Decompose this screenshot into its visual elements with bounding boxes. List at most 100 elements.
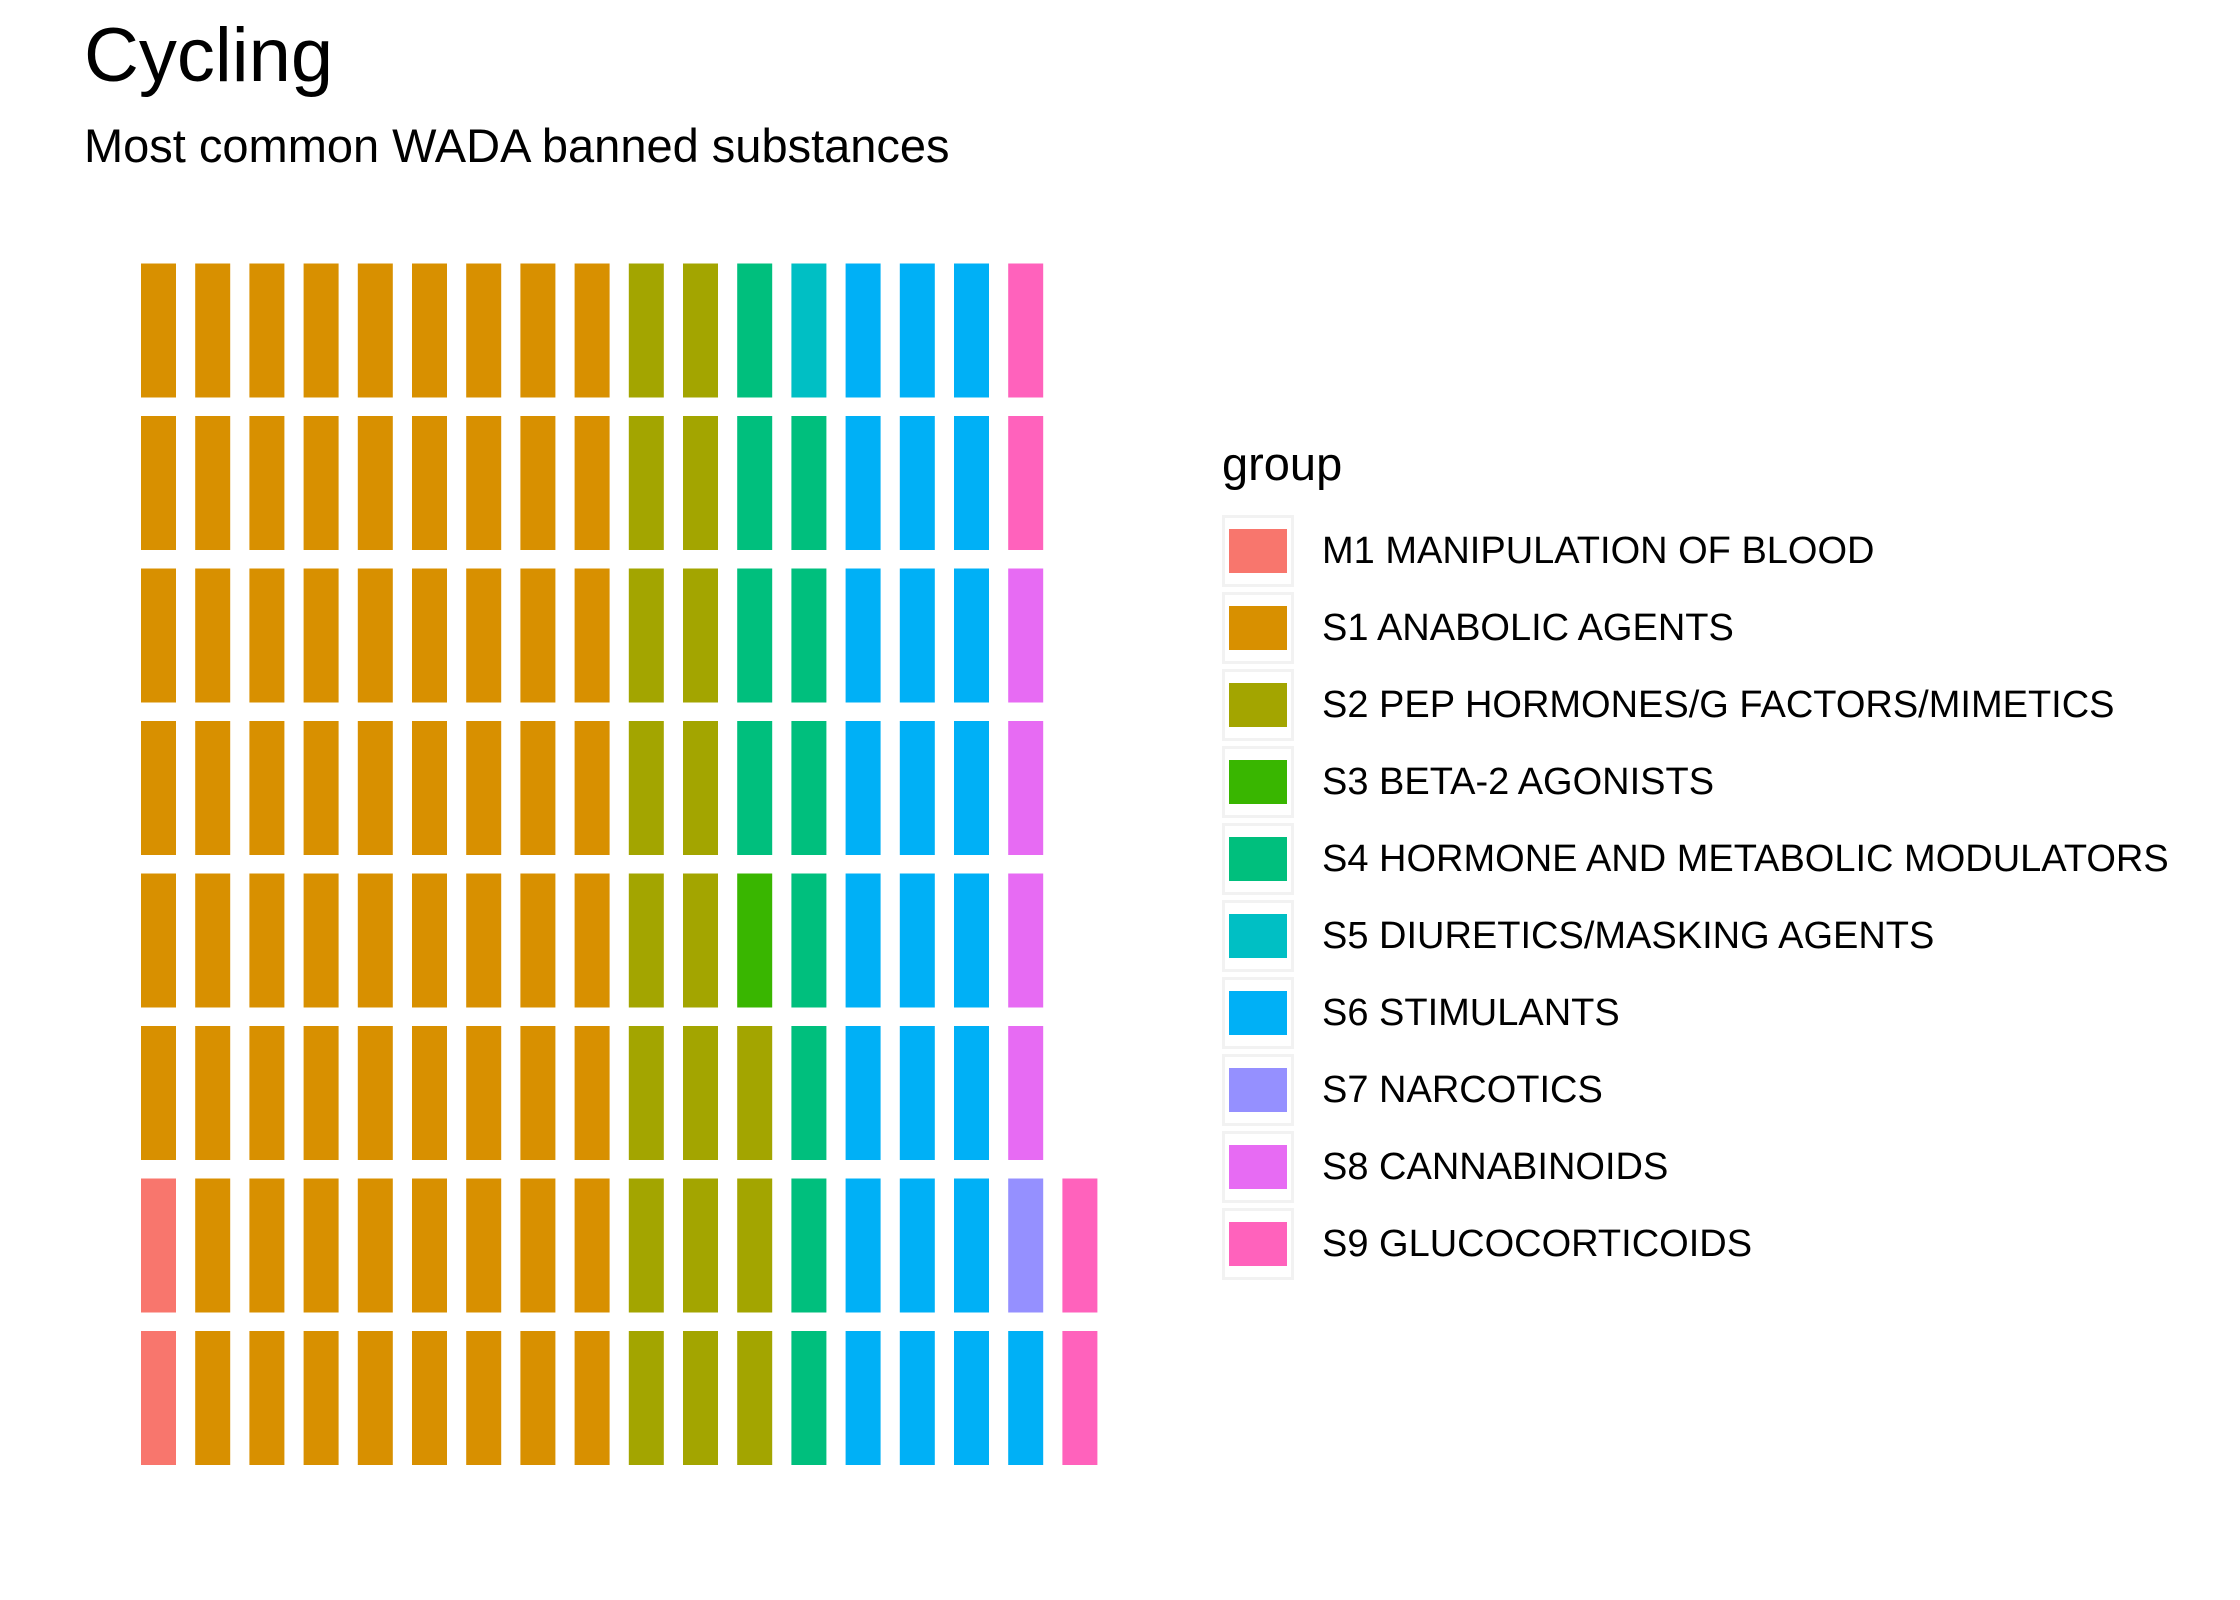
waffle-tile [683, 416, 718, 550]
legend-key [1222, 1053, 1294, 1126]
waffle-tile [466, 1026, 502, 1160]
waffle-tile [141, 416, 176, 550]
waffle-tile [1008, 1026, 1044, 1160]
waffle-tile [1008, 1331, 1044, 1465]
waffle-tile [574, 263, 610, 398]
waffle-tile [249, 263, 285, 398]
legend-swatch [1229, 1144, 1287, 1189]
waffle-tile [683, 568, 718, 703]
waffle-tile [520, 1331, 556, 1465]
waffle-tile [899, 1331, 935, 1465]
waffle-tile [357, 1026, 393, 1160]
legend-swatch [1229, 605, 1287, 650]
waffle-tile [195, 263, 231, 398]
waffle-tile [791, 263, 827, 398]
waffle-tile [141, 721, 176, 855]
waffle-tile [520, 1178, 556, 1313]
waffle-tile [1062, 1331, 1098, 1465]
legend-item: M1 MANIPULATION OF BLOOD [1222, 512, 2169, 589]
waffle-tile [141, 873, 176, 1008]
legend-title: group [1222, 437, 1343, 490]
waffle-tile [520, 263, 556, 398]
waffle-tile [628, 568, 664, 703]
waffle-tile [683, 1178, 718, 1313]
waffle-tile [1008, 263, 1044, 398]
waffle-tile [357, 873, 393, 1008]
waffle-tile [249, 873, 285, 1008]
waffle-tile [574, 1178, 610, 1313]
waffle-tile [574, 568, 610, 703]
waffle-tile [520, 416, 556, 550]
legend-label: S3 BETA-2 AGONISTS [1322, 760, 1715, 803]
legend-label: S9 GLUCOCORTICOIDS [1322, 1222, 1753, 1265]
legend-item: S8 CANNABINOIDS [1222, 1128, 2169, 1205]
waffle-tile [574, 1026, 610, 1160]
waffle-tile [628, 1331, 664, 1465]
waffle-tile [899, 721, 935, 855]
waffle-tile [1008, 1178, 1044, 1313]
legend-swatch [1229, 990, 1287, 1035]
legend-item: S4 HORMONE AND METABOLIC MODULATORS [1222, 820, 2169, 897]
waffle-tile [899, 1178, 935, 1313]
legend-swatch [1229, 1221, 1287, 1266]
waffle-tile [466, 721, 502, 855]
waffle-tile [249, 1026, 285, 1160]
waffle-tile [683, 263, 718, 398]
legend-item: S6 STIMULANTS [1222, 974, 2169, 1051]
waffle-tile [357, 416, 393, 550]
waffle-tile [141, 263, 176, 398]
waffle-tile [466, 416, 502, 550]
waffle-tile [466, 873, 502, 1008]
waffle-tile [520, 873, 556, 1008]
legend-label: S4 HORMONE AND METABOLIC MODULATORS [1322, 837, 2169, 880]
waffle-tile [737, 873, 773, 1008]
waffle-tile [466, 1331, 502, 1465]
legend-label: S2 PEP HORMONES/G FACTORS/MIMETICS [1322, 683, 2115, 726]
legend-key [1222, 899, 1294, 972]
waffle-tile [899, 568, 935, 703]
waffle-tile [628, 416, 664, 550]
waffle-tile [574, 721, 610, 855]
legend-item: S5 DIURETICS/MASKING AGENTS [1222, 897, 2169, 974]
waffle-tile [845, 263, 881, 398]
legend-swatch [1229, 836, 1287, 881]
waffle-tile [737, 1331, 773, 1465]
legend-item: S7 NARCOTICS [1222, 1051, 2169, 1128]
waffle-tile [954, 1026, 989, 1160]
waffle-tile [412, 873, 447, 1008]
waffle-tile [791, 1331, 827, 1465]
waffle-tile [303, 1178, 339, 1313]
waffle-tile [195, 1178, 231, 1313]
legend-label: S5 DIURETICS/MASKING AGENTS [1322, 914, 1935, 957]
waffle-tile [195, 1331, 231, 1465]
legend-key [1222, 822, 1294, 895]
legend: group M1 MANIPULATION OF BLOOD S1 ANABOLI… [1222, 436, 2169, 1282]
waffle-tile [791, 721, 827, 855]
waffle-tile [412, 263, 447, 398]
waffle-tile [899, 873, 935, 1008]
legend-key [1222, 976, 1294, 1049]
legend-swatch [1229, 528, 1287, 573]
waffle-tile [845, 1026, 881, 1160]
waffle-tile [195, 873, 231, 1008]
legend-key [1222, 745, 1294, 818]
waffle-tile [737, 416, 773, 550]
legend-key [1222, 514, 1294, 587]
legend-item: S1 ANABOLIC AGENTS [1222, 589, 2169, 666]
waffle-tile [791, 873, 827, 1008]
waffle-tile [303, 1026, 339, 1160]
waffle-tile [737, 263, 773, 398]
legend-key [1222, 668, 1294, 741]
waffle-tile [737, 1178, 773, 1313]
waffle-tile [683, 721, 718, 855]
waffle-tile [737, 1026, 773, 1160]
waffle-tile [303, 568, 339, 703]
waffle-tile [628, 873, 664, 1008]
waffle-tile [412, 1178, 447, 1313]
legend-swatch [1229, 682, 1287, 727]
waffle-tile [249, 1331, 285, 1465]
legend-label: S1 ANABOLIC AGENTS [1322, 606, 1734, 649]
legend-key [1222, 1207, 1294, 1280]
waffle-tile [628, 1178, 664, 1313]
waffle-tile [141, 568, 176, 703]
